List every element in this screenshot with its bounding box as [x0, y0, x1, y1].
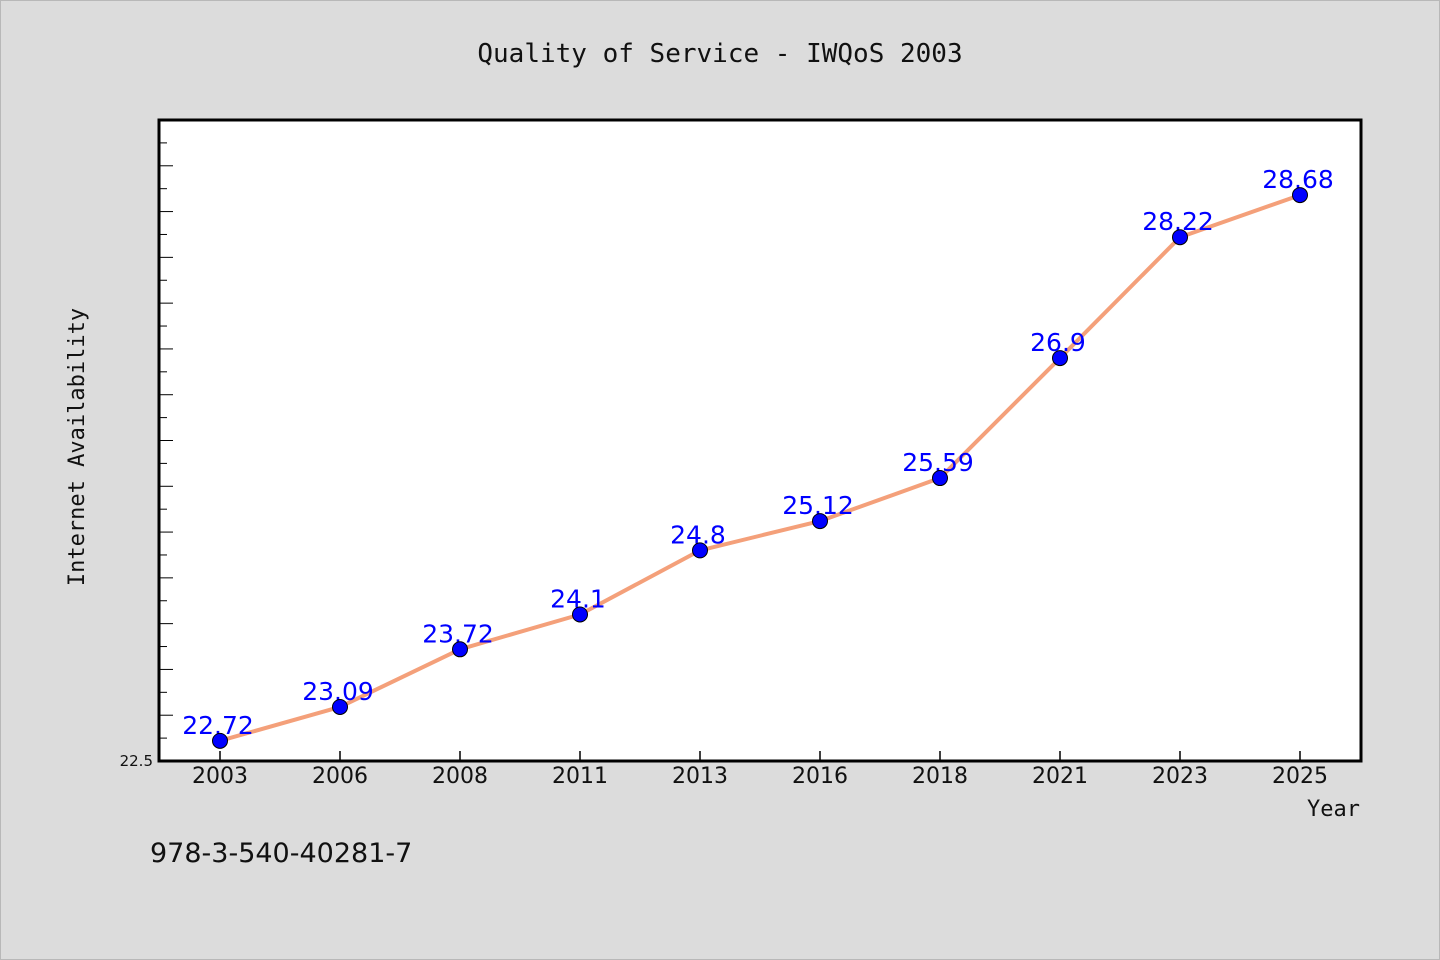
x-axis-ticks: 2003 2006 2008 2011 2013 2016 2018 2021 2023 2025	[192, 751, 1328, 789]
footer-isbn: 978-3-540-40281-7	[150, 838, 412, 869]
chart-title: Quality of Service - IWQoS 2003	[477, 39, 962, 69]
data-point	[1172, 229, 1188, 246]
plot-area	[157, 118, 1363, 763]
x-tick-label: 2013	[672, 764, 728, 789]
x-tick-label: 2023	[1152, 764, 1208, 789]
data-point	[932, 470, 948, 487]
data-point	[1052, 350, 1068, 367]
data-point	[212, 732, 228, 749]
x-tick-label: 2016	[792, 764, 848, 789]
data-point	[332, 698, 348, 715]
x-tick-label: 2008	[432, 764, 488, 789]
data-point	[572, 606, 588, 623]
y-axis-minor-ticks	[159, 119, 173, 762]
data-point	[812, 513, 828, 530]
x-tick-label: 2003	[192, 764, 248, 789]
y-axis-label: Internet Availability	[65, 308, 90, 586]
x-tick-label: 2011	[552, 764, 608, 789]
y-tick-label: 22.5	[120, 752, 153, 770]
x-tick-label: 2021	[1032, 764, 1088, 789]
x-tick-label: 2018	[912, 764, 968, 789]
data-point	[452, 641, 468, 658]
x-tick-label: 2025	[1272, 764, 1328, 789]
data-point	[692, 542, 708, 559]
series-layer: 22.7223.0923.7224.124.825.1225.5926.928.…	[182, 165, 1334, 749]
data-point	[1292, 187, 1308, 204]
x-tick-label: 2006	[312, 764, 368, 789]
series-line	[219, 193, 1301, 743]
x-axis-label: Year	[1307, 797, 1360, 822]
